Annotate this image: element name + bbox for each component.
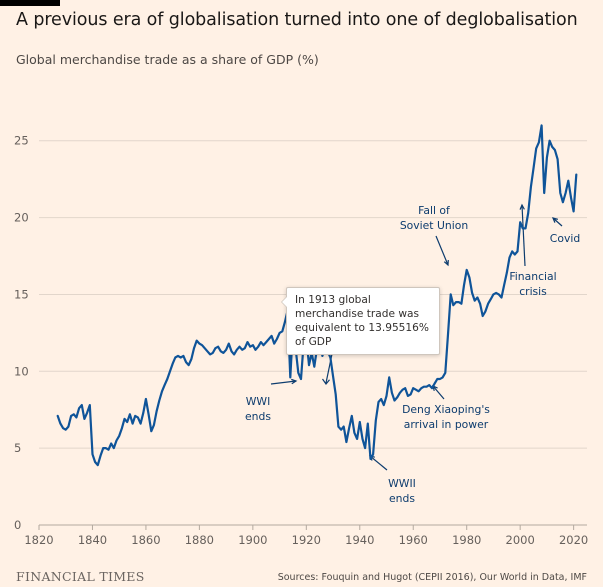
annotation-line: Deng Xiaoping's [402,403,490,416]
y-tick-label: 0 [14,518,21,532]
x-tick-label: 1960 [399,533,428,547]
arrow-head [322,378,330,385]
annotation-label: WWI ends [245,395,271,423]
annotation-line: arrival in power [404,418,489,431]
y-tick-label: 5 [14,441,21,455]
annotation-label: Covid [550,232,580,245]
chart-subtitle: Global merchandise trade as a share of G… [16,52,319,67]
arrow-head [551,217,558,223]
grid-lines [39,140,587,526]
annotation-line: Financial [509,270,556,283]
x-tick-label: 1820 [24,533,53,547]
annotation-arrow [552,217,563,227]
y-axis-ticks: 0 5 10 15 20 25 [14,134,29,532]
x-axis-ticks: 1820 1840 1860 1880 1900 1920 1940 1960 1980 2000… [24,525,588,547]
x-tick-label: 2020 [559,533,588,547]
x-tick-label: 1980 [452,533,481,547]
source-note: Sources: Fouquin and Hugot (CEPII 2016),… [277,572,587,583]
annotation-line: ends [245,410,271,423]
annotation-line: Fall of [418,204,450,217]
x-tick-label: 1920 [292,533,321,547]
annotation-line: Soviet Union [400,219,468,232]
chart-title: A previous era of globalisation turned i… [16,10,578,30]
x-tick-label: 1900 [238,533,267,547]
y-tick-label: 10 [14,364,29,378]
annotations: WWI ends WWII ends Deng Xiaoping's arrival in… [245,203,580,505]
annotation-arrow [521,204,526,267]
y-tick-label: 25 [14,134,29,148]
y-tick-label: 15 [14,287,29,301]
annotation-line: WWII [388,477,416,490]
x-tick-label: 1880 [185,533,214,547]
brand-bar [0,0,60,6]
annotation-label: Fall of Soviet Union [400,204,468,232]
annotation-label: Deng Xiaoping's arrival in power [402,403,490,431]
x-tick-label: 1840 [78,533,107,547]
x-tick-label: 1940 [345,533,374,547]
arrow-head [443,259,449,267]
annotation-arrow [369,455,388,471]
annotation-label: Financial crisis [509,270,556,298]
arrow-head [291,378,298,385]
y-tick-label: 20 [14,211,29,225]
annotation-arrow [435,235,449,266]
ft-logo: FINANCIAL TIMES [16,569,145,584]
x-tick-label: 2000 [506,533,535,547]
x-tick-label: 1860 [131,533,160,547]
annotation-line: Covid [550,232,580,245]
data-tooltip: In 1913 global merchandise trade was equ… [281,287,440,355]
annotation-line: crisis [519,285,547,298]
annotation-line: WWI [246,395,271,408]
annotation-arrow [432,385,445,400]
annotation-arrow [270,380,297,385]
arrow-head [519,203,525,210]
annotation-label: WWII ends [388,477,416,505]
annotation-line: ends [389,492,415,505]
